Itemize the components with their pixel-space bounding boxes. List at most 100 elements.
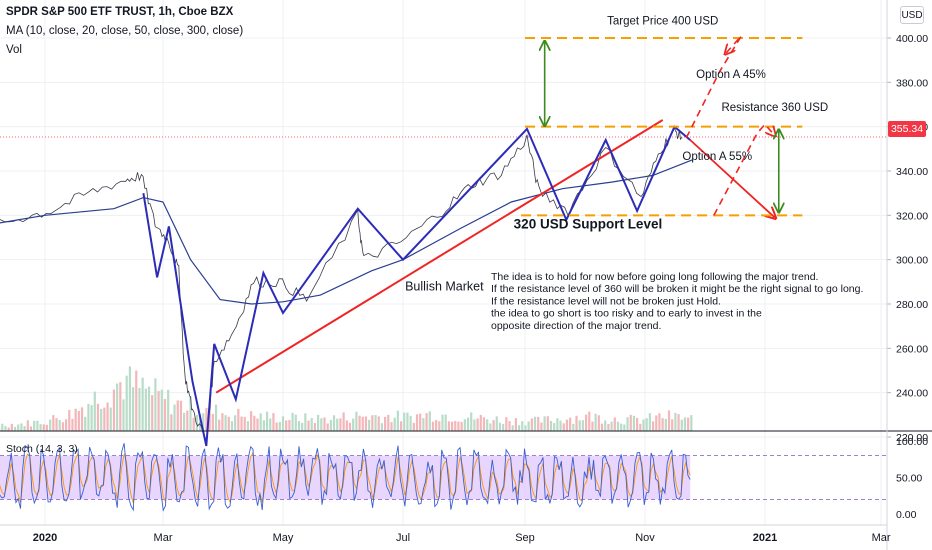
volume-bar — [581, 420, 584, 431]
stoch-tick-label: 100.00 — [896, 436, 928, 448]
volume-bar — [342, 412, 345, 431]
volume-bar — [272, 413, 275, 431]
volume-bar — [470, 412, 473, 431]
note-line: The idea is to hold for now before going… — [491, 271, 818, 283]
volume-bar — [419, 413, 422, 431]
volume-bar — [138, 387, 141, 431]
volume-bar — [629, 414, 632, 431]
volume-bar — [521, 421, 524, 431]
y-tick-label: 260.00 — [896, 343, 928, 355]
volume-bar — [454, 420, 457, 431]
volume-bar — [304, 413, 307, 431]
y-tick-label: 220.00 — [896, 432, 928, 444]
volume-bar — [329, 420, 332, 431]
volume-bar — [29, 426, 33, 431]
volume-bar — [374, 415, 377, 431]
volume-bar — [7, 427, 10, 431]
note-line: opposite direction of the major trend. — [491, 320, 661, 332]
volume-bar — [93, 391, 96, 431]
volume-bar — [230, 421, 234, 431]
volume-bar — [87, 403, 90, 431]
volume-bar — [144, 388, 147, 431]
volume-bar — [52, 415, 55, 431]
volume-bar — [208, 404, 211, 431]
volume-bar — [163, 399, 167, 431]
volume-bar — [578, 420, 581, 431]
volume-bar — [4, 426, 7, 431]
volume-bar — [450, 421, 454, 431]
volume-bar — [540, 422, 543, 431]
volume-bar — [332, 415, 336, 431]
volume-bar — [415, 414, 419, 431]
volume-bar — [661, 418, 664, 431]
bullish-market-label: Bullish Market — [405, 280, 484, 294]
volume-bar — [116, 383, 119, 431]
x-tick-label: Mar — [872, 532, 891, 544]
volume-bar — [626, 417, 629, 431]
ma-indicator-label[interactable]: MA (10, close, 20, close, 50, close, 300… — [6, 25, 244, 37]
volume-indicator-label[interactable]: Vol — [6, 44, 22, 56]
x-tick-label: 2021 — [753, 532, 777, 544]
volume-bar — [543, 416, 546, 431]
volume-bar — [323, 417, 326, 431]
last-price-badge: 355.34 — [888, 121, 926, 137]
volume-bar — [119, 382, 122, 431]
volume-bar — [683, 417, 687, 431]
volume-bar — [476, 418, 479, 431]
volume-bar — [655, 415, 658, 431]
stochastic-pane — [0, 443, 887, 512]
volume-bar — [103, 407, 106, 431]
volume-bar — [179, 400, 183, 431]
y-tick-label: 240.00 — [896, 388, 928, 400]
volume-bar — [489, 423, 492, 431]
volume-bar — [36, 420, 39, 431]
support-label: 320 USD Support Level — [514, 217, 663, 232]
volume-bar — [288, 420, 291, 431]
chart-title: SPDR S&P 500 ETF TRUST, 1h, Cboe BZX — [6, 6, 234, 18]
volume-bar — [390, 422, 393, 431]
volume-bar — [495, 416, 498, 431]
volume-bar — [64, 419, 68, 431]
volume-bar — [339, 418, 342, 431]
y-tick-label: 300.00 — [896, 255, 928, 267]
volume-bar — [1, 423, 4, 431]
volume-bar — [438, 421, 441, 431]
volume-bar — [202, 413, 205, 431]
volume-bar — [486, 419, 489, 431]
volume-bar — [383, 416, 387, 431]
volume-bar — [377, 416, 380, 431]
volume-bar — [77, 410, 80, 431]
volume-bar — [575, 415, 578, 431]
volume-bar — [412, 422, 415, 431]
volume-bar — [269, 418, 272, 431]
volume-bar — [106, 402, 109, 431]
option-down-path — [713, 123, 775, 216]
volume-bar — [160, 389, 163, 431]
volume-bar — [393, 417, 396, 431]
volume-bar — [128, 366, 131, 431]
volume-bar — [591, 421, 594, 431]
volume-bar — [167, 389, 170, 431]
volume-bar — [607, 424, 610, 431]
target-price-label: Target Price 400 USD — [607, 16, 718, 28]
volume-bar — [122, 399, 125, 431]
resistance-label: Resistance 360 USD — [721, 102, 828, 114]
currency-button[interactable]: USD — [900, 6, 924, 24]
volume-bar — [100, 408, 103, 431]
volume-bar — [674, 412, 677, 431]
volume-bar — [96, 403, 100, 431]
volume-bar — [425, 413, 428, 431]
volume-bar — [444, 414, 447, 431]
volume-bar — [352, 418, 355, 431]
option-down-label: Option A 55% — [682, 151, 752, 163]
volume-bar — [565, 419, 569, 431]
volume-bar — [399, 421, 403, 431]
volume-bar — [42, 424, 45, 431]
stoch-indicator-label[interactable]: Stoch (14, 3, 3) — [6, 443, 78, 455]
volume-bar — [183, 412, 186, 431]
volume-bar — [562, 423, 565, 431]
volume-bar — [320, 418, 323, 431]
volume-bar — [198, 414, 202, 431]
volume-bar — [49, 419, 52, 431]
volume-bar — [310, 418, 313, 431]
